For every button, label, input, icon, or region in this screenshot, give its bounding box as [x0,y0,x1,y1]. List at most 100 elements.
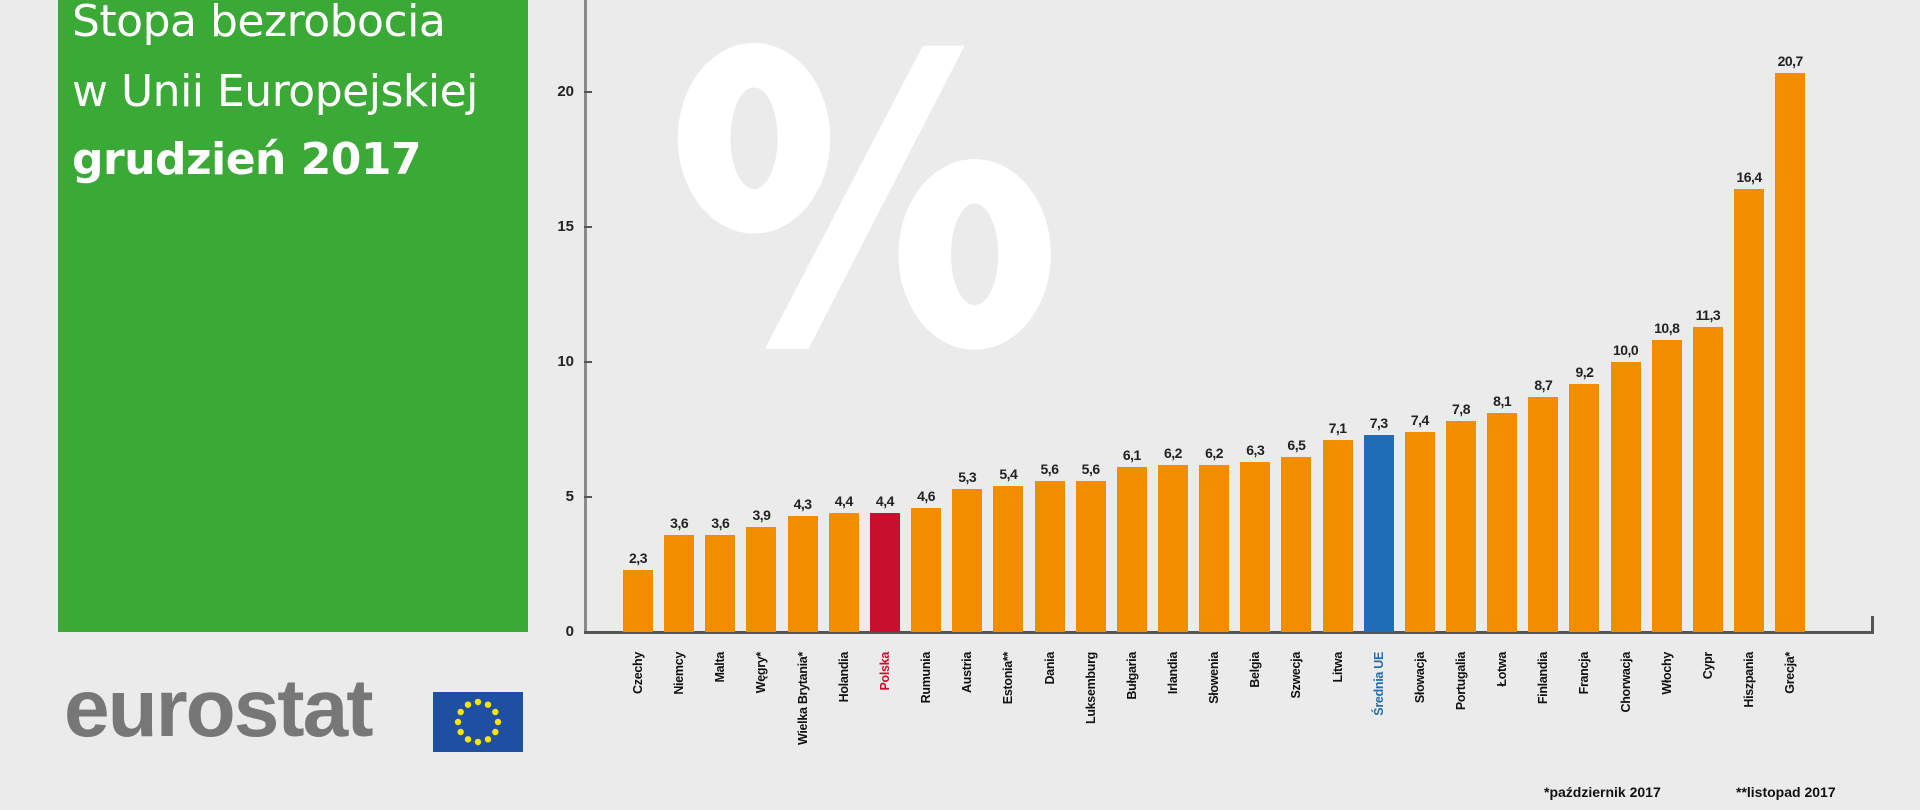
x-category-label: Grecja* [1783,652,1798,694]
y-tick [584,361,592,363]
bar-value-label: 7,1 [1328,420,1347,437]
bar-value-label: 5,4 [999,466,1018,483]
bar-value-label: 2,3 [629,549,647,566]
x-category-label: Wielka Brytania* [795,652,810,746]
bar [1651,340,1682,632]
y-tick-label: 10 [557,353,574,370]
bar [1116,467,1147,632]
title-box: Stopa bezrobocia w Unii Europejskiej gru… [58,0,528,632]
x-category-label: Portugalia [1454,652,1468,711]
footnote-november: **listopad 2017 [1736,784,1836,800]
x-category-label: Włochy [1659,652,1674,695]
bar-value-label: 5,6 [1081,460,1100,477]
x-category-label: Malta [713,652,728,683]
bar [1446,421,1476,632]
x-category-label: Litwa [1330,652,1345,683]
x-category-label: Luksemburg [1083,652,1098,725]
x-category-label: Słowacja [1412,652,1427,704]
bar [869,513,900,632]
x-category-label: Niemcy [672,652,687,695]
percent-sign-icon [677,42,1051,350]
bar-value-label: 10,8 [1654,320,1680,337]
bar [1404,432,1435,632]
bar-value-label: 5,3 [958,468,977,485]
footnote-october: *październik 2017 [1544,784,1661,800]
y-tick [584,91,592,93]
y-tick-label: 0 [565,623,574,640]
title-line-2: w Unii Europejskiej [72,66,478,117]
bar-value-label: 7,4 [1410,412,1429,429]
eurostat-logo-text: eurostat [64,663,374,754]
bar [1487,413,1518,632]
x-category-label: Polska [877,652,892,691]
bar [952,488,983,632]
bar [1610,362,1641,632]
bar-value-label: 4,3 [793,495,812,512]
y-tick-label: 15 [557,218,574,235]
bar [1322,440,1353,632]
bar-value-label: 10,0 [1612,342,1639,358]
bar-value-label: 9,2 [1575,363,1594,380]
eu-flag-icon [433,692,523,752]
bar-value-label: 6,1 [1122,447,1141,464]
bar [1528,397,1559,632]
bar-value-label: 6,5 [1287,436,1306,453]
bar-value-label: 8,7 [1534,377,1553,394]
bar [1363,434,1394,632]
bar-value-label: 5,6 [1040,460,1059,477]
x-category-label: Belgia [1248,652,1263,688]
x-category-label: Irlandia [1165,652,1180,695]
bar [705,534,736,632]
bar [1075,480,1106,632]
x-category-label: Austria [960,652,975,693]
x-category-label: Średnia UE [1371,652,1386,716]
x-category-label: Hiszpania [1742,652,1757,708]
y-tick-label: 5 [565,488,574,505]
x-category-label: Rumunia [919,652,934,704]
x-axis [584,631,1874,634]
x-category-label: Słowenia [1207,652,1222,704]
bar [664,534,695,632]
bar-value-label: 7,8 [1452,401,1470,418]
y-tick-label: 20 [557,83,574,100]
bar [1199,464,1230,632]
bar [787,515,818,632]
bar-value-label: 6,3 [1246,441,1265,458]
x-category-label: Dania [1042,652,1057,685]
bar [1692,326,1723,632]
bar-value-label: 4,6 [917,487,936,504]
bar-value-label: 4,4 [834,493,853,510]
x-category-label: Finlandia [1536,652,1551,705]
bar [1157,464,1188,632]
x-category-label: Estonia** [1001,652,1016,705]
x-category-label: Francja [1577,652,1592,695]
bar [1734,189,1765,632]
bar-value-label: 7,3 [1369,414,1388,431]
bar-value-label: 8,1 [1493,393,1512,410]
bar [1775,73,1806,632]
y-tick [584,631,592,633]
bar [828,513,859,632]
bar-value-label: 20,7 [1777,53,1804,70]
x-category-label: Bułgaria [1124,652,1139,700]
bar-value-label: 6,2 [1205,444,1224,461]
y-axis [584,0,587,634]
bar-value-label: 6,2 [1163,444,1182,461]
x-category-label: Łotwa [1495,652,1510,687]
bar [1240,461,1271,632]
bar [1034,480,1065,632]
x-category-label: Czechy [631,652,645,694]
y-tick [584,226,592,228]
title-date: grudzień 2017 [72,134,422,185]
bar [623,569,653,632]
x-axis-end-tick [1871,616,1874,634]
bar [1281,456,1312,632]
x-category-label: Cypr [1700,652,1715,680]
bar-value-label: 4,4 [875,493,894,510]
bar-value-label: 11,3 [1695,306,1721,323]
title-line-1: Stopa bezrobocia [72,0,446,47]
bar [911,507,942,632]
x-category-label: Szwecja [1289,652,1304,699]
bar [993,486,1024,632]
